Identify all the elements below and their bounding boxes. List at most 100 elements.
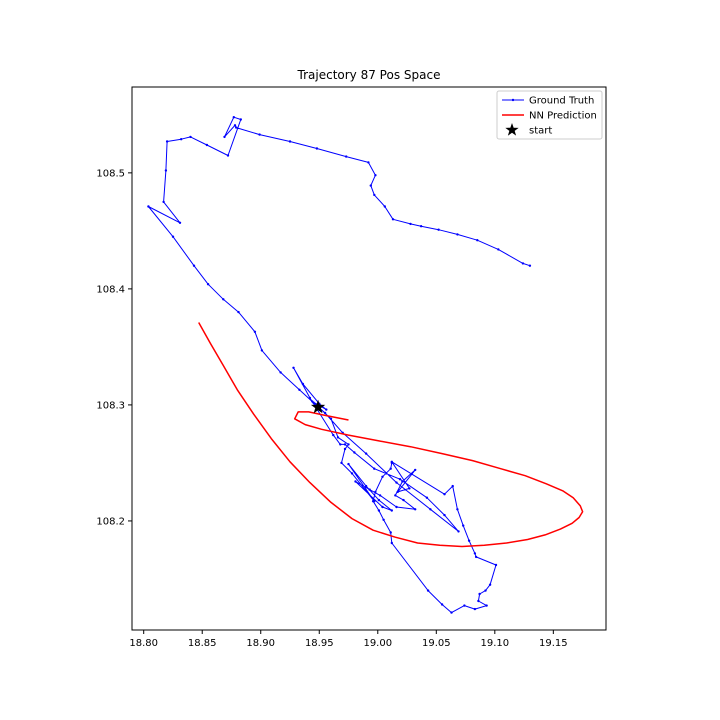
ground-truth-point	[364, 484, 368, 488]
ground-truth-point	[381, 475, 384, 478]
ground-truth-point	[389, 531, 392, 534]
ground-truth-point	[206, 283, 210, 286]
legend-start-label: start	[529, 126, 552, 137]
ground-truth-point	[164, 169, 168, 172]
start-star-marker	[310, 399, 326, 414]
x-tick-label: 19.10	[480, 638, 509, 649]
ground-truth-point	[323, 411, 327, 415]
ground-truth-point	[394, 494, 397, 497]
ground-truth-point	[340, 461, 343, 465]
legend-box	[496, 90, 603, 140]
ground-truth-point	[382, 518, 385, 521]
ground-truth-point	[391, 218, 395, 221]
ground-truth-point	[398, 478, 402, 481]
x-tick-label: 18.95	[305, 638, 334, 649]
ground-truth-point	[350, 472, 354, 475]
ground-truth-point	[353, 451, 356, 454]
ground-truth-point	[345, 155, 348, 158]
ground-truth-point	[260, 349, 264, 352]
ground-truth-point	[443, 513, 446, 517]
ground-truth-point	[279, 371, 282, 374]
ground-truth-point	[497, 248, 500, 251]
x-tick-label: 19.00	[363, 638, 392, 649]
ground-truth-point	[311, 400, 314, 403]
ground-truth-point	[414, 508, 417, 511]
ground-truth-point	[377, 509, 381, 512]
ground-truth-point	[368, 488, 371, 491]
y-tick-label: 108.5	[96, 168, 125, 179]
ground-truth-point	[521, 262, 525, 265]
ground-truth-point	[343, 447, 347, 451]
ground-truth-point	[457, 530, 460, 533]
ground-truth-point	[253, 330, 257, 333]
ground-truth-point	[237, 310, 240, 314]
ground-truth-point	[373, 193, 376, 197]
legend-nn-prediction-label: NN Prediction	[529, 111, 597, 122]
x-tick-label: 18.90	[246, 638, 275, 649]
y-tick-label: 108.2	[96, 516, 125, 527]
ground-truth-point	[390, 541, 393, 545]
ground-truth-point	[377, 498, 381, 502]
ground-truth-point	[401, 480, 404, 483]
ground-truth-point	[378, 494, 382, 497]
ground-truth-point	[390, 461, 393, 465]
series-layer	[147, 116, 584, 614]
ground-truth-point	[371, 500, 375, 503]
ground-truth-point	[288, 140, 292, 143]
ground-truth-point	[528, 264, 532, 267]
ground-truth-point	[450, 611, 453, 614]
ground-truth-point	[473, 552, 477, 555]
ground-truth-point	[390, 509, 393, 512]
chart-title: Trajectory 87 Pos Space	[297, 68, 441, 82]
ground-truth-point	[233, 124, 237, 127]
ground-truth-point	[162, 200, 165, 204]
x-tick-label: 18.85	[188, 638, 217, 649]
ground-truth-point	[232, 116, 235, 119]
ground-truth-point	[443, 493, 446, 496]
ground-truth-point	[180, 138, 183, 141]
ground-truth-point	[462, 524, 465, 527]
legend-ground-truth-marker	[511, 98, 515, 102]
ground-truth-point	[343, 443, 347, 446]
plot-area	[147, 116, 584, 614]
ground-truth-point	[235, 126, 238, 129]
ground-truth-point	[292, 366, 295, 369]
ground-truth-point	[478, 592, 481, 596]
ground-truth-point	[476, 239, 479, 242]
ground-truth-point	[389, 467, 392, 470]
ground-truth-point	[425, 496, 429, 499]
ground-truth-point	[373, 467, 376, 470]
axes-frame	[131, 86, 607, 631]
ground-truth-point	[474, 555, 478, 559]
ground-truth-point	[467, 539, 471, 542]
y-tick-label: 108.4	[96, 284, 125, 295]
ground-truth-point	[440, 603, 444, 606]
ground-truth-point	[315, 147, 319, 150]
ground-truth-point	[463, 604, 466, 607]
ground-truth-point	[395, 505, 398, 509]
ground-truth-point	[178, 221, 182, 224]
axes-ticks: 18.80 18.85 18.90 18.95 19.00 19.05 19.10 19.15…	[96, 168, 567, 649]
ground-truth-point	[308, 396, 312, 400]
ground-truth-point	[367, 161, 370, 164]
ground-truth-point	[381, 505, 384, 509]
ground-truth-point	[364, 452, 368, 455]
ground-truth-point	[477, 599, 480, 603]
ground-truth-point	[473, 607, 477, 611]
ground-truth-point	[369, 184, 372, 187]
ground-truth-point	[494, 563, 498, 567]
x-tick-label: 18.80	[129, 638, 158, 649]
ground-truth-point	[429, 508, 432, 511]
legend-start-star-shape	[505, 123, 519, 136]
ground-truth-point	[374, 174, 377, 177]
ground-truth-point	[165, 140, 169, 143]
marker-layer	[310, 399, 326, 414]
legend-ground-truth-label: Ground Truth	[529, 96, 594, 107]
ground-truth-point	[325, 408, 328, 411]
ground-truth-point	[298, 388, 301, 391]
ground-truth-point	[339, 443, 342, 446]
ground-truth-point	[336, 436, 340, 439]
ground-truth-point	[226, 154, 230, 157]
ground-truth-point	[239, 118, 242, 121]
